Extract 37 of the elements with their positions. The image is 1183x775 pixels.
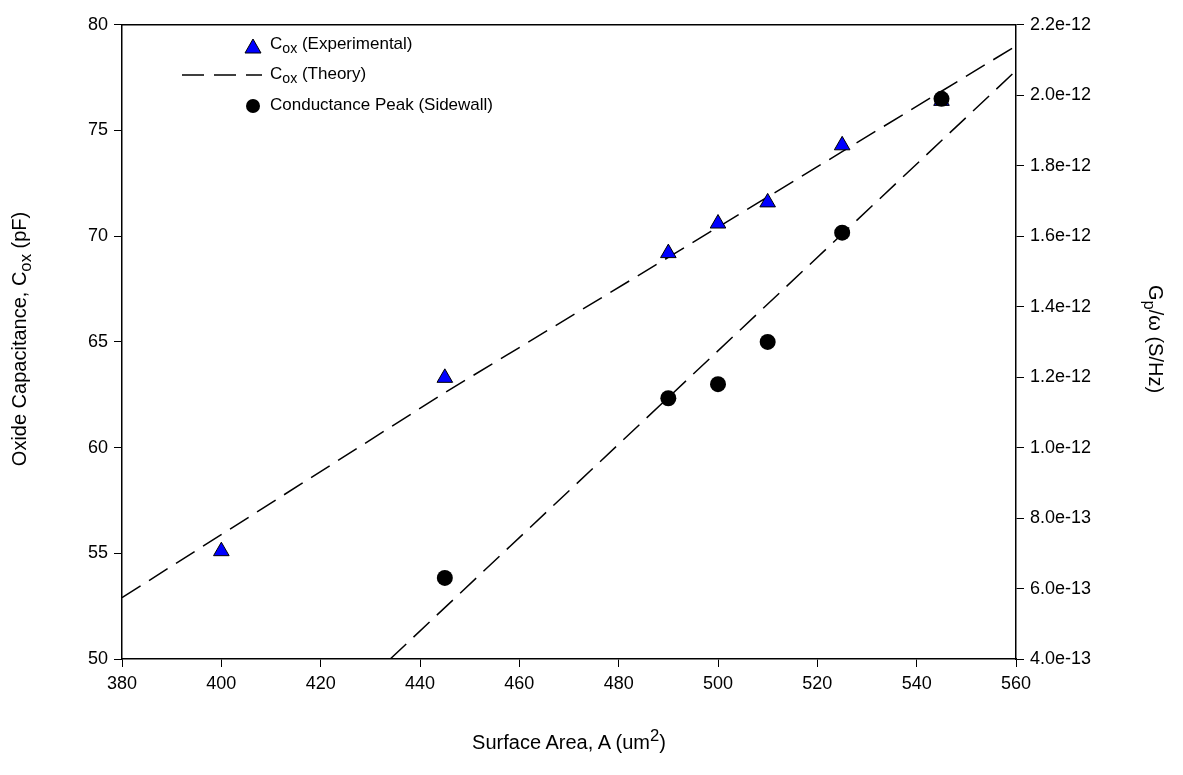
y-tick-label: 60 [87,436,108,457]
y2-tick-label: 2.0e-12 [1030,84,1092,105]
y2-tick-label: 1.8e-12 [1030,154,1092,175]
y2-tick-label: 1.0e-12 [1030,436,1092,457]
y2-tick-label: 8.0e-13 [1030,507,1092,528]
x-axis-title: Surface Area, A (um$^{2}$) [472,726,666,754]
y-tick-label: 55 [87,542,108,563]
point [660,243,677,259]
legend-label: Conductance Peak (Sidewall) [270,95,494,115]
x-tick-label: 380 [106,672,138,693]
x-tick-label: 420 [305,672,336,693]
y-tick-label: 80 [87,13,108,34]
y2-tick-label: 1.4e-12 [1030,295,1092,316]
point [833,135,851,151]
x-tick-label: 480 [603,672,634,693]
y2-tick-label: 6.0e-13 [1030,577,1092,598]
x-tick-label: 540 [901,672,932,693]
y2-tick-label: 1.2e-12 [1030,366,1092,387]
y-tick-label: 75 [87,119,108,140]
y2-tick-label: 1.6e-12 [1030,225,1092,246]
y2-tick-label: 2.2e-12 [1030,13,1092,34]
point [436,368,454,383]
point [213,541,230,557]
y2-tick-label: 4.0e-13 [1030,647,1092,668]
y-tick-label: 70 [87,225,108,246]
x-tick-label: 440 [404,672,436,693]
x-tick-label: 400 [206,672,237,693]
y-tick-label: 50 [87,647,108,668]
x-tick-label: 560 [1000,672,1032,693]
point [709,214,727,229]
legend-label: C$_{ox}$ (Theory) [270,63,367,87]
x-tick-label: 520 [802,672,833,693]
legend-label: C$_{ox}$ (Experimental) [270,33,413,57]
x-tick-label: 500 [702,672,734,693]
y-tick-label: 65 [87,330,108,351]
point [759,192,776,208]
x-tick-label: 460 [504,672,535,693]
